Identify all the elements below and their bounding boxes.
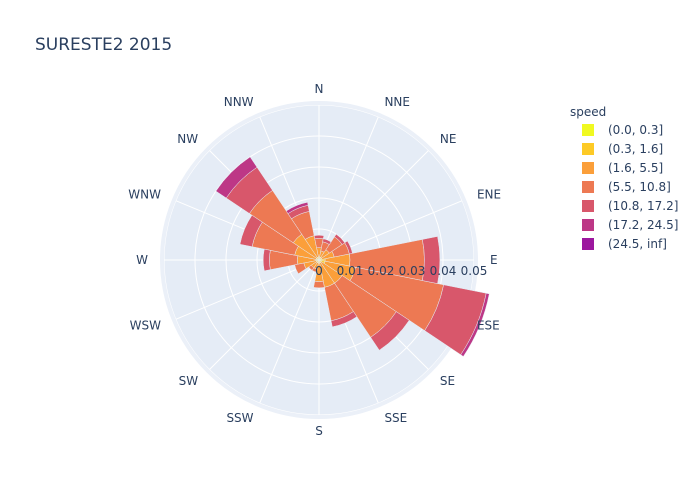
direction-label-w: W — [136, 253, 148, 267]
angular-gridline — [318, 116, 379, 261]
chart-title: SURESTE2 2015 — [35, 35, 172, 55]
legend-item-label: (17.2, 24.5] — [608, 218, 678, 232]
direction-label-s: S — [315, 424, 323, 438]
direction-label-sse: SSE — [384, 411, 407, 425]
radial-tick-label: 0.05 — [461, 264, 488, 278]
legend-item-label: (1.6, 5.5] — [608, 161, 663, 175]
angular-gridline — [209, 259, 320, 370]
bar-se-series-4 — [370, 311, 410, 351]
bar-nnw-series-5 — [285, 201, 309, 214]
radial-tick-label: 0.02 — [368, 264, 395, 278]
bar-n-series-4 — [313, 234, 325, 240]
legend-title: speed — [570, 105, 606, 119]
bar-s-series-3 — [313, 280, 325, 289]
direction-label-nne: NNE — [384, 95, 410, 109]
direction-label-ssw: SSW — [226, 411, 253, 425]
bar-wnw-series-4 — [239, 214, 263, 247]
legend-swatch — [582, 124, 594, 136]
bar-sse-series-4 — [330, 311, 358, 328]
legend-swatch — [582, 143, 594, 155]
direction-label-e: E — [490, 253, 498, 267]
bar-wsw-series-3 — [294, 262, 307, 275]
direction-label-sw: SW — [179, 374, 199, 388]
legend-swatch — [582, 181, 594, 193]
bar-nne-series-4 — [322, 238, 332, 245]
direction-label-wsw: WSW — [130, 318, 161, 332]
legend-item-label: (24.5, inf] — [608, 237, 667, 251]
direction-label-se: SE — [440, 374, 455, 388]
direction-label-ese: ESE — [477, 318, 500, 332]
radial-tick-label: 0.04 — [430, 264, 457, 278]
legend-item-label: (0.0, 0.3] — [608, 123, 663, 137]
radial-tick-label: 0 — [315, 264, 323, 278]
polar-outer-ring — [160, 101, 478, 419]
legend-swatch — [582, 219, 594, 231]
legend-swatch — [582, 162, 594, 174]
legend: speed (0.0, 0.3] (0.3, 1.6] (1.6, 5.5] (5.5… — [570, 105, 678, 251]
direction-label-nnw: NNW — [224, 95, 254, 109]
legend-item-label: (5.5, 10.8] — [608, 180, 671, 194]
bar-ne-series-4 — [334, 233, 346, 245]
legend-item-label: (0.3, 1.6] — [608, 142, 663, 156]
direction-label-wnw: WNW — [128, 188, 161, 202]
bar-e-series-4 — [422, 236, 441, 284]
angular-gridline — [259, 259, 320, 404]
radial-tick-label: 0.03 — [399, 264, 426, 278]
legend-swatch — [582, 200, 594, 212]
direction-label-ne: NE — [440, 132, 457, 146]
direction-label-n: N — [315, 82, 324, 96]
bar-ene-series-4 — [344, 240, 353, 255]
bar-sw-series-3 — [308, 264, 315, 271]
direction-label-ene: ENE — [477, 188, 501, 202]
radial-tick-label: 0.01 — [337, 264, 364, 278]
angular-gridline — [175, 259, 320, 320]
direction-label-nw: NW — [177, 132, 198, 146]
bar-ese-series-5 — [460, 292, 490, 357]
bar-w-series-4 — [262, 248, 271, 272]
polar-plot: N NNE NE ENE E ESE SE SSE S SSW SW WSW W WNW NW NNW 0 0.0… — [128, 82, 501, 438]
legend-item-label: (10.8, 17.2] — [608, 199, 678, 213]
bar-nw-series-5 — [215, 156, 258, 199]
legend-swatch — [582, 238, 594, 250]
